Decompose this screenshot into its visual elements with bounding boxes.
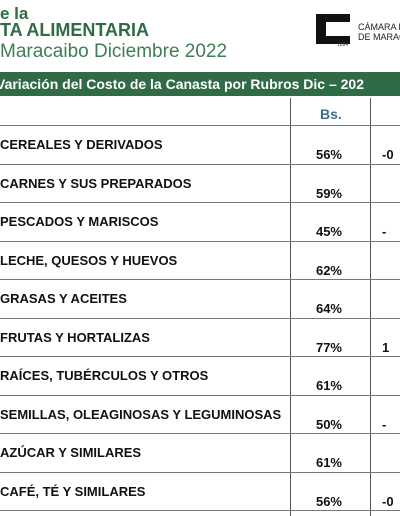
row-divider	[0, 125, 400, 126]
change: -0	[382, 147, 394, 162]
title-bar	[0, 72, 400, 96]
category: RAÍCES, TUBÉRCULOS Y OTROS	[0, 368, 209, 383]
column-header: Bs.	[320, 106, 342, 122]
share: 62%	[315, 262, 342, 278]
change: -	[382, 416, 387, 432]
row-divider	[0, 510, 400, 511]
header-line1: e la	[0, 4, 29, 23]
row-divider	[0, 202, 400, 203]
change: -0	[382, 493, 394, 509]
category: SEMILLAS, OLEAGINOSAS Y LEGUMINOSAS	[0, 406, 282, 422]
row-divider	[0, 317, 400, 319]
row-divider	[0, 240, 400, 242]
logo-year: 1894	[337, 42, 349, 48]
row-divider	[0, 394, 400, 396]
header-line3: Maracaibo Diciembre 2022	[0, 41, 228, 62]
category: PESCADOS Y MARISCOS	[0, 214, 159, 229]
share: 50%	[315, 416, 342, 432]
logo-text: CÁMARA D	[358, 22, 400, 32]
share: 56%	[315, 493, 342, 509]
share: 61%	[315, 455, 342, 470]
category: CARNES Y SUS PREPARADOS	[0, 175, 192, 191]
change: 1	[382, 339, 390, 355]
category: LECHE, QUESOS Y HUEVOS	[0, 252, 178, 268]
row-divider	[0, 279, 400, 280]
header-line2: TA ALIMENTARIA	[0, 20, 149, 40]
category: CAFÉ, TÉ Y SIMILARES	[0, 483, 146, 499]
logo	[316, 14, 350, 44]
table-title: Variación del Costo de la Canasta por Ru…	[0, 76, 365, 92]
share: 56%	[315, 147, 342, 162]
change: -	[382, 224, 387, 239]
share: 64%	[315, 301, 342, 316]
logo-text: DE MARACA	[358, 32, 400, 42]
category: CEREALES Y DERIVADOS	[0, 137, 163, 152]
share: 59%	[315, 185, 342, 201]
row-divider	[0, 471, 400, 473]
share: 61%	[315, 378, 342, 393]
column-divider	[290, 98, 291, 516]
row-divider	[0, 163, 400, 165]
category: FRUTAS Y HORTALIZAS	[0, 329, 150, 345]
category: AZÚCAR Y SIMILARES	[0, 445, 142, 460]
row-divider	[0, 433, 400, 434]
share: 45%	[315, 224, 342, 239]
column-divider	[370, 98, 371, 516]
row-divider	[0, 356, 400, 357]
share: 77%	[315, 339, 342, 355]
category: GRASAS Y ACEITES	[0, 291, 127, 306]
